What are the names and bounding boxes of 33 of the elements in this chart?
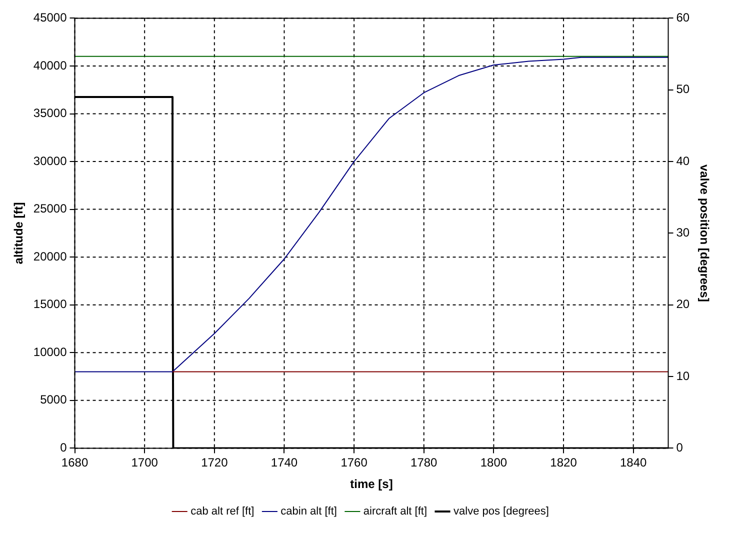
x-axis-title: time [s] (350, 477, 393, 492)
y2-tick-label: 0 (676, 440, 684, 455)
y-tick-label: 20000 (33, 249, 68, 264)
y2-tick-label: 10 (676, 368, 690, 383)
legend-label: valve pos [degrees] (454, 506, 549, 518)
x-tick-label: 1800 (480, 456, 508, 470)
y2-tick-label: 20 (676, 297, 690, 312)
y-tick-label: 10000 (33, 344, 68, 359)
x-tick-label: 1740 (270, 456, 298, 470)
y-tick-label: 35000 (33, 106, 68, 120)
y-tick-label: 30000 (33, 154, 68, 168)
y2-tick-label: 30 (676, 226, 690, 240)
y2-axis-title: valve position [degrees] (697, 164, 712, 302)
x-tick-label: 1840 (620, 456, 648, 470)
legend-label: cab alt ref [ft] (190, 506, 254, 518)
y2-tick-label: 60 (676, 10, 690, 25)
x-tick-label: 1820 (550, 456, 578, 470)
x-tick-label: 1700 (131, 456, 158, 470)
y-tick-label: 45000 (33, 10, 68, 25)
y2-tick-label: 50 (676, 82, 690, 96)
x-tick-label: 1780 (410, 456, 438, 470)
legend-label: aircraft alt [ft] (363, 506, 428, 518)
y-tick-label: 15000 (33, 297, 68, 312)
x-tick-label: 1680 (61, 456, 88, 470)
y-tick-label: 5000 (40, 392, 68, 407)
y-tick-label: 25000 (33, 202, 68, 216)
x-tick-label: 1760 (340, 456, 368, 470)
y2-tick-label: 40 (676, 154, 690, 168)
x-tick-label: 1720 (201, 456, 228, 470)
y-tick-label: 0 (60, 440, 68, 455)
y-axis-title: altitude [ft] (12, 202, 26, 264)
legend-label: cabin alt [ft] (280, 506, 337, 518)
y-tick-label: 40000 (33, 58, 68, 72)
